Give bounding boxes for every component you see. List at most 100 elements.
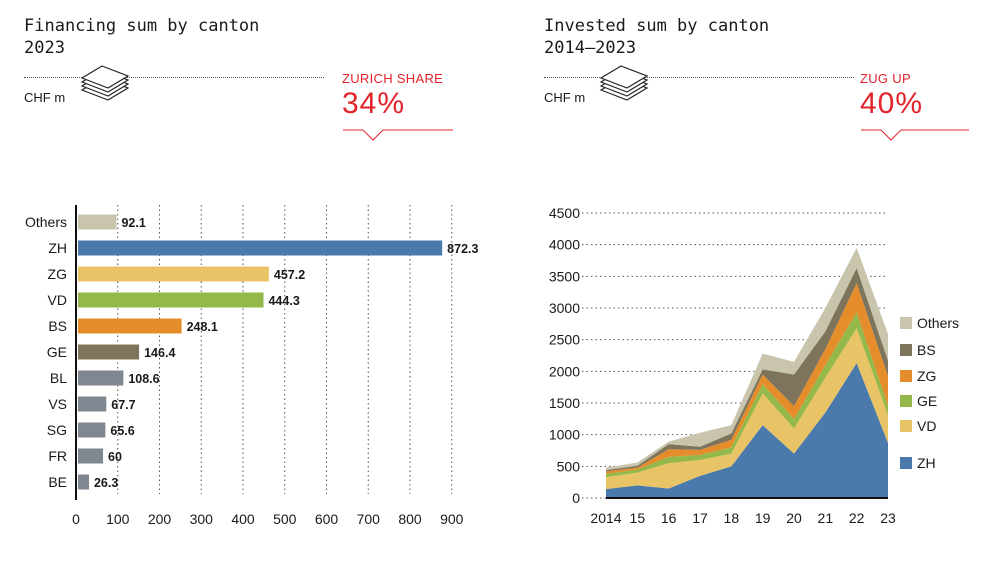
x-tick-label: 300 (190, 511, 214, 527)
category-label: VS (48, 396, 67, 412)
legend-swatch (900, 317, 912, 329)
right-header-divider (544, 77, 854, 78)
category-label: SG (47, 422, 67, 438)
bar-value-label: 92.1 (121, 216, 145, 230)
money-stack-icon (80, 65, 130, 101)
bar (78, 344, 140, 360)
left-title-line1: Financing sum by canton (24, 16, 260, 36)
bar-value-label: 248.1 (187, 320, 218, 334)
right-kpi-label: ZUG UP (860, 71, 911, 86)
legend-swatch (900, 457, 912, 469)
x-tick-label: 22 (849, 510, 865, 526)
bar (78, 448, 104, 464)
x-tick-label: 400 (231, 511, 255, 527)
bar-value-label: 65.6 (110, 424, 134, 438)
bar-value-label: 67.7 (111, 398, 135, 412)
x-tick-label: 0 (72, 511, 80, 527)
category-label: ZG (48, 266, 67, 282)
left-unit-label: CHF m (24, 90, 66, 105)
x-tick-label: 500 (273, 511, 297, 527)
area-series-vd (606, 328, 888, 490)
x-tick-label: 700 (357, 511, 381, 527)
left-title-line2: 2023 (24, 38, 65, 58)
bar (78, 240, 443, 256)
y-tick-label: 3500 (549, 268, 580, 284)
area-series-others (606, 247, 888, 471)
right-kpi-value: 40% (860, 87, 924, 120)
legend-label: ZH (917, 455, 936, 471)
y-tick-label: 4500 (549, 205, 580, 221)
bar (78, 292, 264, 308)
bar (78, 422, 106, 438)
x-tick-label: 800 (398, 511, 422, 527)
legend-label: ZG (917, 368, 936, 384)
category-label: ZH (48, 240, 67, 256)
x-tick-label: 200 (148, 511, 172, 527)
category-label: BE (48, 474, 67, 490)
bar-value-label: 60 (108, 450, 122, 464)
y-tick-label: 1000 (549, 427, 580, 443)
bar (78, 214, 117, 230)
category-label: BL (50, 370, 67, 386)
bar (78, 474, 89, 490)
right-chart-title: Invested sum by canton 2014–2023 (544, 15, 769, 59)
y-tick-label: 1500 (549, 395, 580, 411)
bar (78, 370, 124, 386)
x-tick-label: 19 (755, 510, 771, 526)
x-tick-label: 17 (692, 510, 708, 526)
area-series-bs (606, 268, 888, 472)
legend-swatch (900, 420, 912, 432)
left-header-divider (24, 77, 324, 78)
x-tick-label: 20 (786, 510, 802, 526)
bar-value-label: 444.3 (268, 294, 299, 308)
bar-chart: 0 100 200 300 400 500 600 700 800 900 Others 92.1 ZH… (25, 205, 479, 527)
x-tick-label: 15 (630, 510, 646, 526)
bar-value-label: 26.3 (94, 476, 118, 490)
x-tick-label: 16 (661, 510, 677, 526)
category-label: FR (48, 448, 67, 464)
money-stack-icon (599, 65, 649, 101)
legend-swatch (900, 344, 912, 356)
bar-value-label: 457.2 (274, 268, 305, 282)
bar (78, 396, 107, 412)
y-tick-label: 2500 (549, 332, 580, 348)
right-kpi-pointer (861, 129, 969, 141)
category-label: GE (47, 344, 67, 360)
bar-value-label: 146.4 (144, 346, 175, 360)
y-tick-label: 2000 (549, 363, 580, 379)
area-series-zg (606, 283, 888, 474)
area-series-ge (606, 312, 888, 478)
category-label: VD (48, 292, 67, 308)
x-tick-label: 21 (818, 510, 834, 526)
chevron-down-icon (343, 129, 453, 141)
x-tick-label: 600 (315, 511, 339, 527)
area-series-zh (606, 363, 888, 498)
bar-value-label: 872.3 (447, 242, 478, 256)
x-tick-label: 18 (724, 510, 740, 526)
y-tick-label: 3000 (549, 300, 580, 316)
y-tick-label: 500 (557, 458, 581, 474)
legend-label: GE (917, 393, 937, 409)
bar (78, 318, 182, 334)
left-kpi-value: 34% (342, 87, 406, 120)
x-tick-label: 100 (106, 511, 130, 527)
legend-swatch (900, 395, 912, 407)
x-tick-label: 900 (440, 511, 464, 527)
legend-label: BS (917, 342, 936, 358)
category-label: BS (48, 318, 67, 334)
bar-value-label: 108.6 (128, 372, 159, 386)
bar (78, 266, 269, 282)
right-title-line1: Invested sum by canton (544, 16, 770, 36)
left-chart-title: Financing sum by canton 2023 (24, 15, 259, 59)
legend-label: Others (917, 315, 959, 331)
chevron-down-icon (861, 129, 969, 141)
x-tick-label: 23 (880, 510, 896, 526)
left-kpi-pointer (343, 129, 453, 141)
area-chart: 0 500 1000 1500 2000 2500 3000 3500 4000 4500 2014… (549, 205, 959, 526)
left-kpi-label: ZURICH SHARE (342, 71, 444, 86)
y-tick-label: 0 (572, 490, 580, 506)
right-unit-label: CHF m (544, 90, 586, 105)
x-tick-label: 2014 (590, 510, 621, 526)
right-title-line2: 2014–2023 (544, 38, 637, 58)
category-label: Others (25, 214, 67, 230)
